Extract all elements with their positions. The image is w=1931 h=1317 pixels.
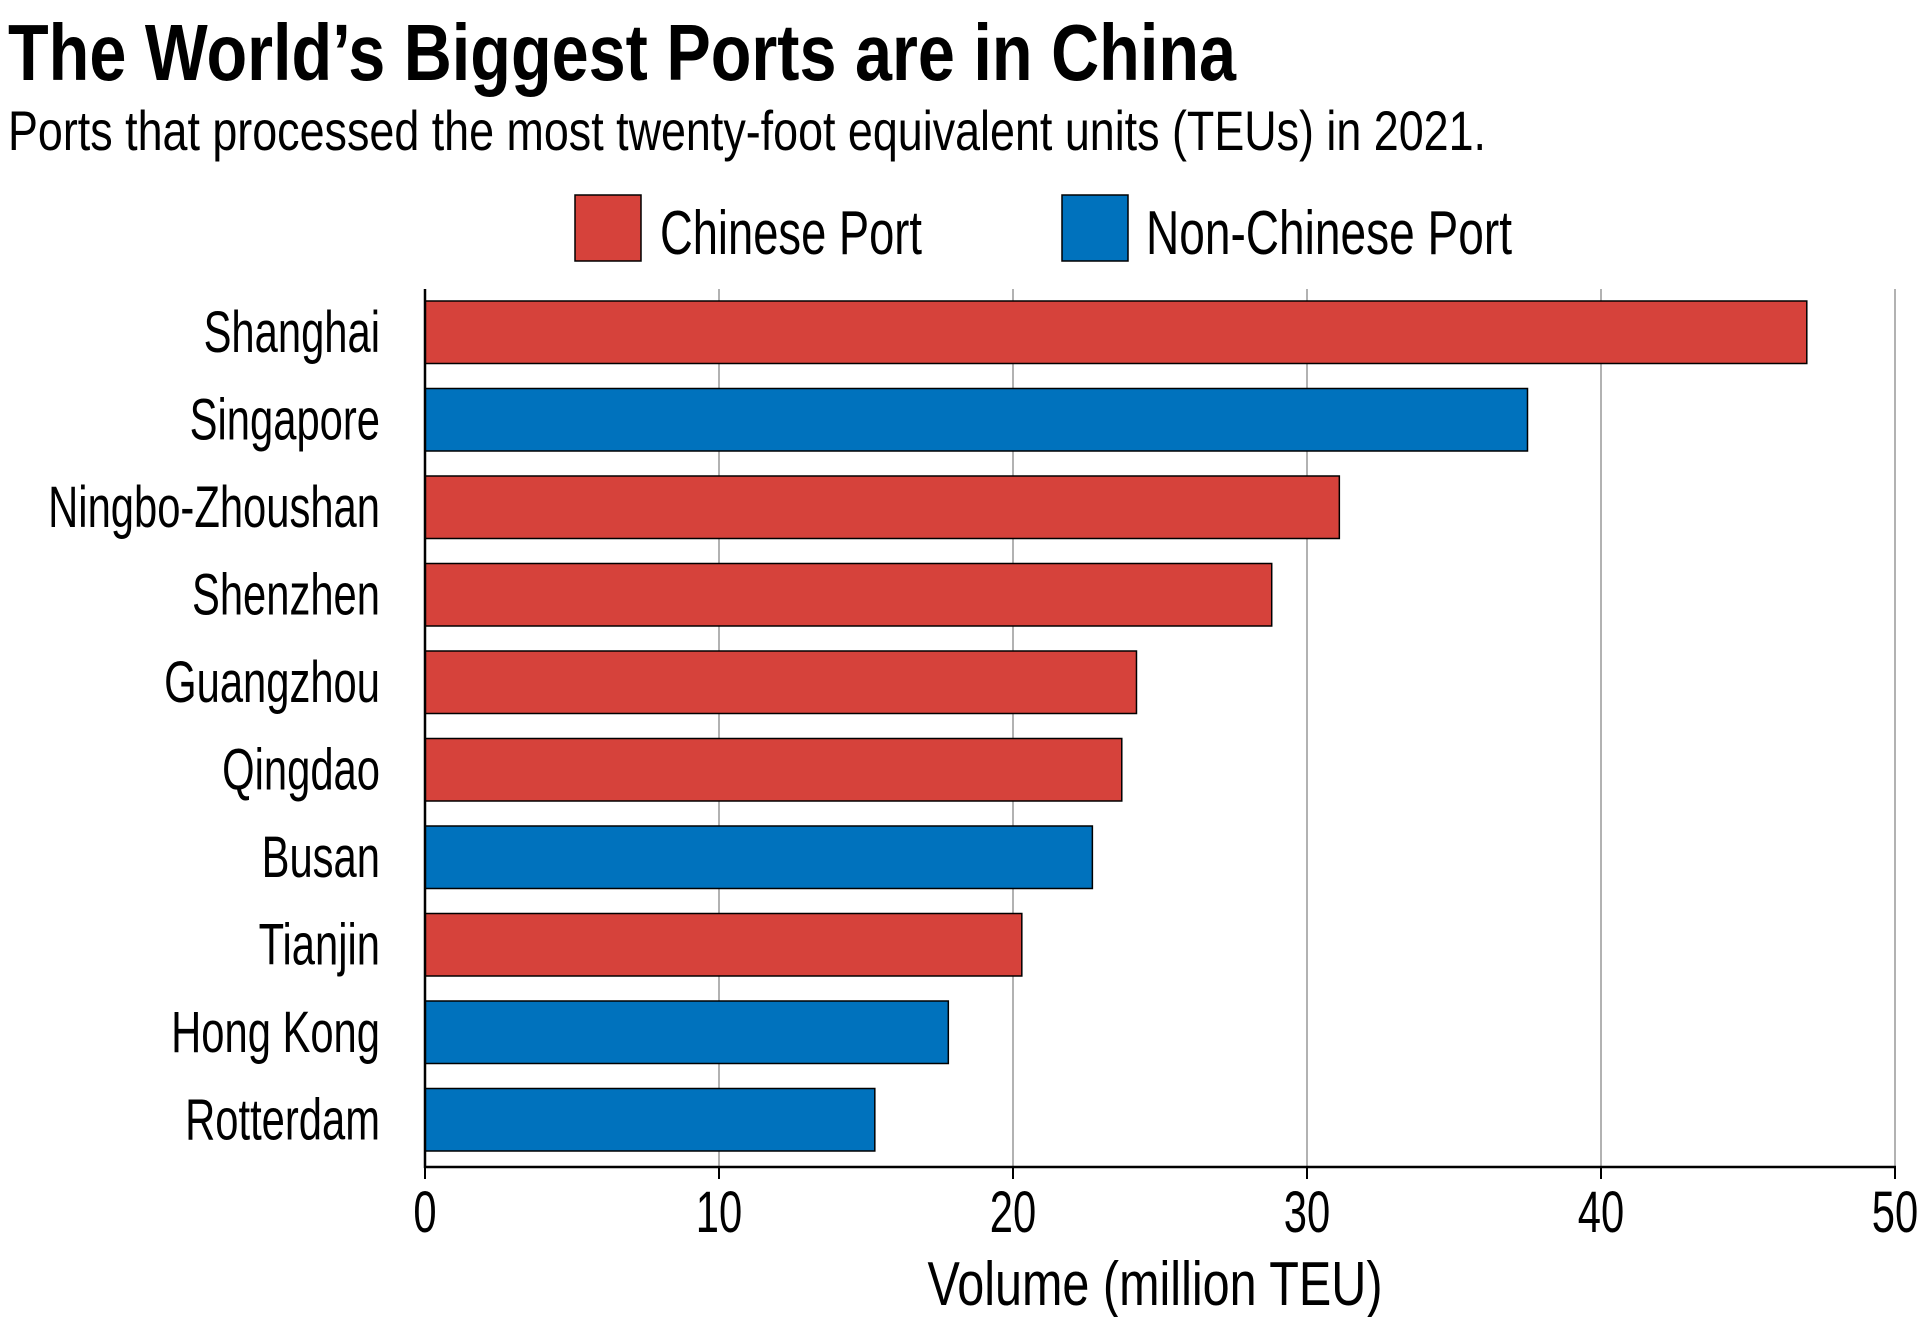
x-tick-label: 10: [696, 1179, 742, 1244]
bar-singapore: [424, 387, 1529, 452]
bar-shanghai: [424, 300, 1808, 365]
category-label: Hong Kong: [171, 999, 380, 1064]
x-tick-label: 50: [1872, 1179, 1918, 1244]
bar-qingdao: [424, 737, 1123, 802]
bar-hong-kong: [424, 1000, 950, 1065]
x-tick-label: 20: [990, 1179, 1036, 1244]
bars: [424, 300, 1808, 1152]
x-tick-label: 40: [1578, 1179, 1624, 1244]
category-label: Busan: [262, 824, 380, 889]
bar-shenzhen: [424, 562, 1273, 627]
chart-title: The World’s Biggest Ports are in China: [8, 8, 1236, 97]
category-label: Ningbo-Zhoushan: [48, 474, 380, 539]
legend: Chinese Port Non-Chinese Port: [574, 194, 1512, 268]
bar-guangzhou: [424, 650, 1138, 715]
legend-swatch-chinese: [574, 194, 642, 262]
x-tick-label: 0: [413, 1179, 436, 1244]
category-labels: Shanghai Singapore Ningbo-Zhoushan Shenzhen…: [48, 299, 380, 1152]
bar-tianjin: [424, 912, 1023, 977]
category-label: Singapore: [190, 387, 380, 452]
category-label: Qingdao: [222, 737, 380, 802]
category-label: Tianjin: [259, 912, 380, 977]
x-axis-label: Volume (million TEU): [928, 1250, 1383, 1317]
x-tick-label: 30: [1284, 1179, 1330, 1244]
category-label: Guangzhou: [164, 649, 380, 714]
bar-busan: [424, 825, 1094, 890]
chart-subtitle: Ports that processed the most twenty-foo…: [8, 99, 1486, 162]
legend-label-chinese: Chinese Port: [660, 199, 922, 268]
x-axis-ticks: 0 10 20 30 40 50: [413, 1167, 1918, 1245]
legend-swatch-non-chinese: [1061, 194, 1129, 262]
category-label: Shanghai: [204, 299, 380, 364]
category-label: Shenzhen: [192, 562, 380, 627]
legend-label-non-chinese: Non-Chinese Port: [1146, 199, 1512, 268]
bar-rotterdam: [424, 1087, 876, 1152]
category-label: Rotterdam: [185, 1087, 380, 1152]
bar-ningbo-zhoushan: [424, 475, 1341, 540]
